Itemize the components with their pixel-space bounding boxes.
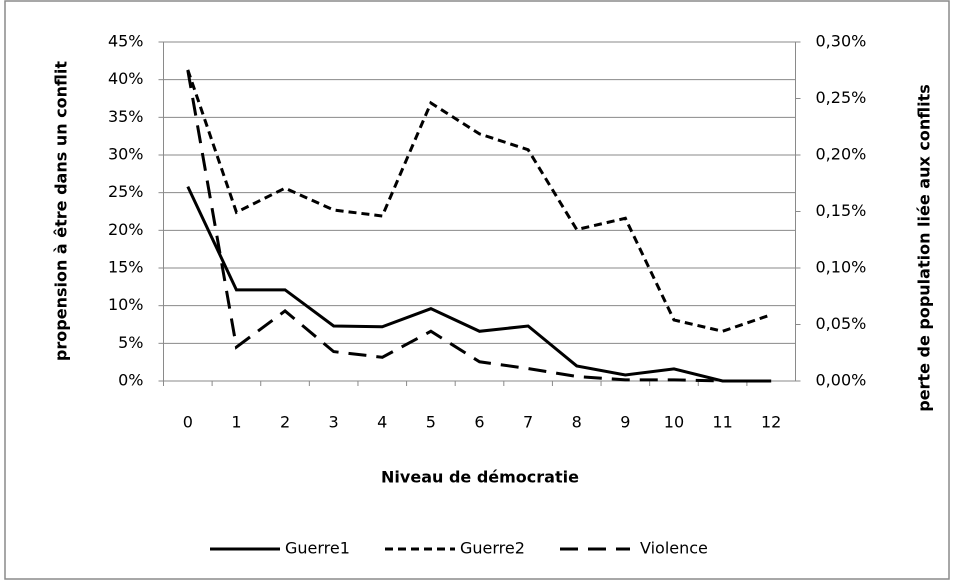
x-tick-label: 4	[377, 413, 387, 432]
x-axis-title: Niveau de démocratie	[381, 468, 579, 487]
y-tick-label: 5%	[118, 333, 143, 352]
y-tick-label: 40%	[108, 69, 144, 88]
x-tick-label: 0	[183, 413, 193, 432]
x-tick-label: 2	[280, 413, 290, 432]
y2-axis-title: perte de population liée aux conflits	[915, 84, 934, 412]
series-line	[186, 69, 772, 333]
y2-tick-label: 0,15%	[816, 201, 867, 220]
y-tick-label: 15%	[108, 258, 144, 277]
y-tick-label: 20%	[108, 220, 144, 239]
x-tick-label: 10	[664, 413, 684, 432]
series-line	[186, 186, 772, 383]
x-tick-label: 5	[426, 413, 436, 432]
y-tick-label: 30%	[108, 145, 144, 164]
legend-label: Violence	[640, 539, 708, 558]
y2-tick-label: 0,30%	[816, 32, 867, 51]
y-tick-label: 10%	[108, 295, 144, 314]
y2-tick-label: 0,10%	[816, 258, 867, 277]
x-tick-label: 1	[231, 413, 241, 432]
x-tick-label: 8	[572, 413, 582, 432]
y-axis-title: propension à être dans un conflit	[52, 61, 71, 361]
y-tick-label: 45%	[108, 32, 144, 51]
series-line	[186, 69, 772, 383]
y-tick-label: 35%	[108, 107, 144, 126]
y2-tick-label: 0,05%	[816, 314, 867, 333]
legend-label: Guerre2	[460, 539, 525, 558]
y2-tick-label: 0,00%	[816, 371, 867, 390]
x-tick-label: 3	[329, 413, 339, 432]
x-tick-label: 7	[523, 413, 533, 432]
x-tick-label: 6	[474, 413, 484, 432]
y2-tick-label: 0,20%	[816, 145, 867, 164]
chart-border	[4, 0, 950, 580]
y2-tick-label: 0,25%	[816, 88, 867, 107]
y-tick-label: 0%	[118, 371, 143, 390]
x-tick-label: 9	[620, 413, 630, 432]
x-tick-label: 11	[712, 413, 732, 432]
legend-label: Guerre1	[285, 539, 350, 558]
x-tick-label: 12	[761, 413, 781, 432]
y-tick-label: 25%	[108, 182, 144, 201]
